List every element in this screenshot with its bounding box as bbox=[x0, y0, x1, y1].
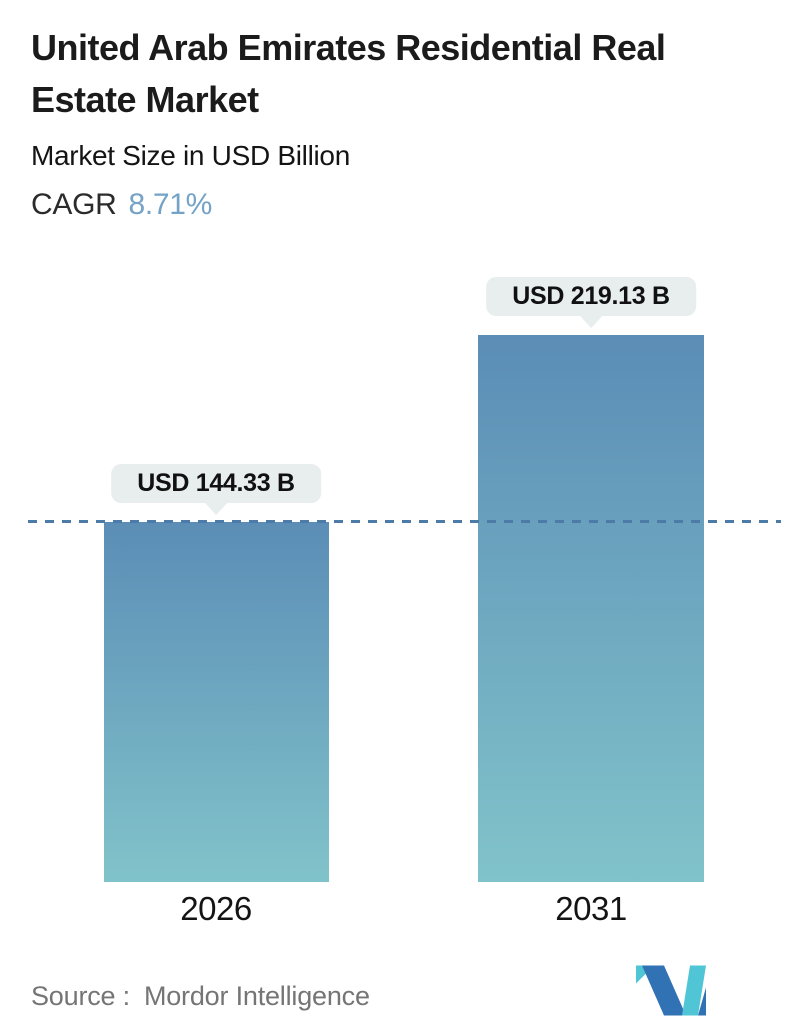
source-attribution: Source : Mordor Intelligence bbox=[31, 981, 370, 1012]
cagr-value: 8.71% bbox=[128, 188, 213, 221]
x-axis-label-2026: 2026 bbox=[180, 890, 252, 927]
dashed-reference-line bbox=[28, 520, 781, 523]
bar-2031 bbox=[478, 335, 704, 882]
page-title: United Arab Emirates Residential Real Es… bbox=[31, 27, 666, 120]
logo-teal-band bbox=[682, 965, 706, 1016]
cagr-label: CAGR bbox=[31, 188, 117, 221]
value-callout-2031: USD 219.13 B bbox=[486, 277, 696, 316]
chart-subtitle: Market Size in USD Billion bbox=[31, 140, 350, 171]
bar-chart-plot-area: USD 144.33 B USD 219.13 B bbox=[0, 240, 796, 882]
x-axis-label-2031: 2031 bbox=[555, 890, 627, 927]
source-value: Mordor Intelligence bbox=[143, 981, 370, 1011]
mordor-intelligence-logo bbox=[636, 965, 706, 1016]
logo-blue-triangle bbox=[698, 987, 706, 1016]
logo-blue-band bbox=[642, 965, 686, 1016]
cagr-row: CAGR 8.71% bbox=[31, 188, 212, 222]
bar-2026 bbox=[104, 522, 329, 882]
value-callout-2026: USD 144.33 B bbox=[111, 464, 321, 503]
source-label: Source : bbox=[31, 981, 130, 1011]
